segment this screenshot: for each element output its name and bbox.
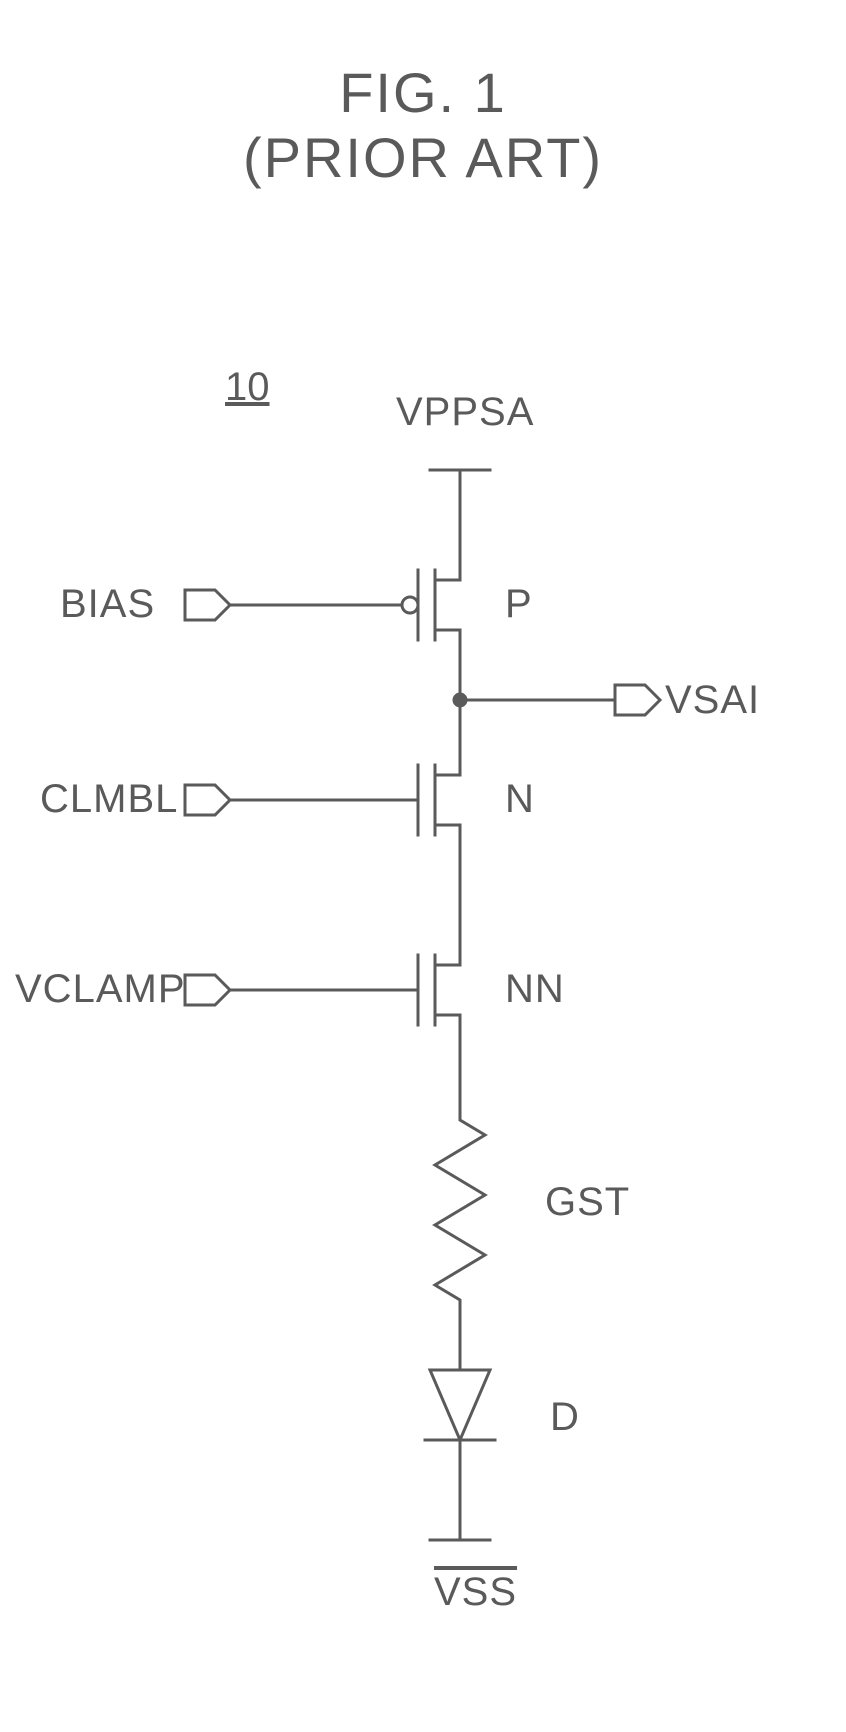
clmbl-port	[185, 785, 230, 815]
nmos2-transistor	[225, 955, 460, 1100]
bias-port	[185, 590, 230, 620]
diode-d	[425, 1370, 495, 1440]
resistor-gst	[435, 1100, 485, 1310]
pmos-transistor	[225, 570, 460, 700]
vclamp-port	[185, 975, 230, 1005]
nmos1-transistor	[225, 765, 460, 960]
vsai-port	[615, 685, 660, 715]
circuit-schematic	[0, 0, 846, 1732]
